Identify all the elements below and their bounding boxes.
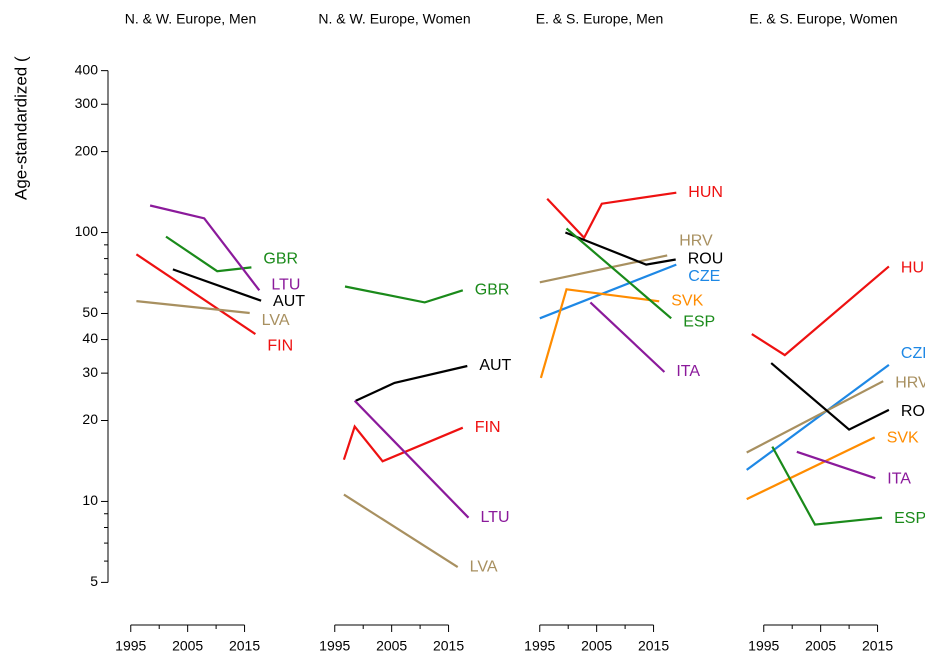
x-tick-label: 2005 [376, 638, 407, 654]
series-label: LTU [480, 509, 509, 526]
x-tick-label: 1995 [115, 638, 146, 654]
series-label: SVK [887, 430, 919, 447]
y-tick-label: 20 [82, 411, 98, 427]
series-line [135, 253, 257, 336]
series-label: FIN [267, 337, 293, 354]
series-line [546, 191, 677, 240]
series-line [589, 301, 666, 373]
panel-title: E. & S. Europe, Men [536, 11, 664, 27]
series-line [136, 300, 250, 315]
series-line [746, 364, 890, 471]
series-line [564, 231, 676, 266]
series-label: ESP [683, 313, 715, 330]
series-line [172, 268, 262, 302]
y-axis-label: Age-standardized ( [11, 56, 30, 200]
y-tick-label: 10 [82, 492, 98, 508]
x-tick-label: 2015 [433, 638, 464, 654]
series-label: HRV [679, 233, 713, 250]
series-label: AUT [273, 293, 305, 310]
series-line [353, 399, 470, 519]
series-label: LTU [271, 276, 300, 293]
series-line [165, 235, 252, 273]
y-tick-label: 200 [75, 142, 99, 158]
series-line [746, 380, 884, 454]
y-tick-label: 400 [75, 61, 99, 77]
series-line [771, 446, 883, 526]
series-label: CZE [688, 268, 720, 285]
series-line [342, 424, 464, 463]
x-tick-label: 1995 [319, 638, 350, 654]
series-line [149, 204, 261, 291]
x-tick-label: 2015 [229, 638, 260, 654]
series-line [539, 288, 660, 379]
series-label: GBR [475, 281, 510, 298]
series-label: LVA [262, 312, 290, 329]
x-tick-label: 1995 [524, 638, 555, 654]
series-line [751, 265, 890, 357]
series-line [343, 493, 459, 569]
x-tick-label: 2005 [172, 638, 203, 654]
panel-title: N. & W. Europe, Women [318, 11, 470, 27]
series-label: ITA [887, 470, 911, 487]
series-label: ITA [676, 363, 700, 380]
panel-title: N. & W. Europe, Men [125, 11, 257, 27]
series-label: AUT [479, 357, 511, 374]
series-label: HUN [688, 184, 723, 201]
series-label: ESP [894, 510, 925, 527]
series-line [796, 450, 876, 480]
series-line [746, 436, 876, 501]
x-tick-label: 1995 [748, 638, 779, 654]
series-label: GBR [263, 251, 298, 268]
y-tick-label: 30 [82, 364, 98, 380]
y-tick-label: 50 [82, 304, 98, 320]
x-tick-label: 2005 [581, 638, 612, 654]
series-label: LVA [470, 558, 498, 575]
x-tick-label: 2015 [862, 638, 893, 654]
series-label: ROU [901, 403, 925, 420]
series-line [355, 364, 468, 402]
series-line [770, 362, 890, 431]
series-label: HUN [901, 260, 925, 277]
x-tick-label: 2015 [638, 638, 669, 654]
y-tick-label: 300 [75, 95, 99, 111]
series-line [539, 263, 677, 320]
y-tick-label: 5 [90, 573, 98, 589]
panel-title: E. & S. Europe, Women [749, 11, 897, 27]
series-line [344, 285, 464, 304]
series-label: HRV [895, 374, 925, 391]
series-line [565, 227, 672, 320]
x-tick-label: 2005 [805, 638, 836, 654]
series-label: ROU [688, 251, 724, 268]
series-label: FIN [475, 419, 501, 436]
series-label: SVK [671, 293, 703, 310]
y-tick-label: 100 [75, 223, 99, 239]
y-tick-label: 40 [82, 330, 98, 346]
series-line [539, 254, 668, 284]
series-label: CZE [901, 345, 925, 362]
